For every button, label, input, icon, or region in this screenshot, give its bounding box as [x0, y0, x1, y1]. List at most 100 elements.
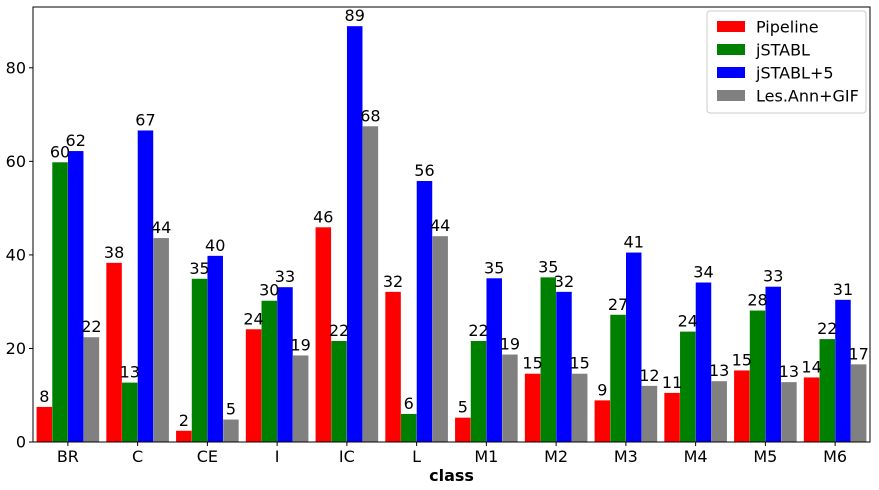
data-labels-layer: 8606222381367442354052430331946228968326…	[39, 6, 869, 430]
bar-m1-2	[486, 278, 502, 442]
bar-ce-3	[223, 419, 239, 442]
data-label: 56	[414, 161, 434, 180]
data-label: 40	[205, 236, 225, 255]
y-tick-label: 0	[16, 433, 26, 452]
data-label: 33	[763, 267, 783, 286]
legend-swatch	[717, 21, 745, 32]
legend-box	[706, 10, 867, 114]
bar-br-0	[36, 406, 53, 442]
legend-label: Pipeline	[756, 18, 819, 37]
bar-l-2	[416, 181, 433, 442]
bar-m4-3	[711, 381, 727, 442]
data-label: 15	[732, 350, 752, 369]
bar-i-0	[245, 329, 262, 442]
data-label: 67	[135, 110, 155, 129]
y-axis: 0 20 40 60 80	[6, 58, 33, 452]
y-tick-label: 20	[6, 339, 26, 358]
bar-ic-2	[346, 26, 363, 443]
bar-i-1	[261, 300, 278, 442]
bars-layer	[36, 26, 867, 443]
bar-m5-3	[781, 382, 797, 442]
data-label: 14	[801, 357, 821, 376]
bar-m1-1	[470, 340, 487, 442]
legend-label: jSTABL+5	[755, 64, 834, 83]
bar-m3-3	[641, 385, 658, 442]
bar-c-0	[106, 262, 122, 442]
bar-br-2	[67, 151, 84, 442]
x-tick-label: M2	[544, 447, 568, 466]
bar-m1-3	[502, 354, 518, 442]
legend-swatch	[717, 67, 745, 78]
data-label: 46	[313, 207, 333, 226]
bar-m6-1	[819, 339, 836, 442]
data-label: 62	[66, 131, 86, 150]
x-tick-label: IC	[339, 447, 355, 466]
x-tick-label: M3	[614, 447, 638, 466]
legend-swatch	[717, 44, 745, 55]
data-label: 44	[430, 216, 450, 235]
data-label: 22	[81, 317, 101, 336]
data-label: 32	[383, 272, 403, 291]
data-label: 41	[624, 233, 644, 252]
data-label: 24	[243, 309, 263, 328]
data-label: 44	[151, 218, 171, 237]
bar-m3-2	[625, 252, 642, 442]
data-label: 60	[50, 142, 70, 161]
bar-ce-2	[207, 255, 223, 442]
bar-l-0	[385, 291, 401, 442]
data-label: 30	[259, 281, 279, 300]
x-tick-label: M6	[823, 447, 847, 466]
y-tick-label: 80	[6, 58, 26, 77]
bar-i-3	[292, 355, 309, 442]
bar-m2-3	[571, 373, 588, 442]
bar-ce-0	[176, 430, 192, 442]
legend-label: Les.Ann+GIF	[756, 87, 859, 106]
bar-ic-1	[331, 340, 347, 442]
data-label: 34	[693, 263, 713, 282]
data-label: 27	[608, 295, 628, 314]
data-label: 22	[468, 321, 488, 340]
bar-m3-1	[610, 314, 626, 442]
x-tick-label: BR	[57, 447, 79, 466]
bar-m2-0	[524, 373, 541, 442]
data-label: 33	[275, 267, 295, 286]
data-label: 28	[747, 291, 767, 310]
data-label: 19	[500, 335, 520, 354]
bar-m4-1	[680, 331, 696, 442]
data-label: 2	[179, 411, 189, 430]
data-label: 15	[570, 354, 590, 373]
bar-ic-3	[362, 126, 379, 443]
data-label: 19	[290, 335, 310, 354]
data-label: 17	[849, 344, 869, 363]
bar-m6-0	[803, 377, 820, 442]
data-label: 35	[538, 257, 558, 276]
y-tick-label: 60	[6, 152, 26, 171]
data-label: 22	[329, 321, 349, 340]
data-label: 5	[226, 400, 236, 419]
y-tick-label: 40	[6, 245, 26, 264]
x-tick-label: M1	[474, 447, 498, 466]
bar-m4-0	[664, 392, 680, 442]
bar-m2-1	[540, 277, 557, 442]
data-label: 24	[678, 312, 698, 331]
x-tick-label: CE	[197, 447, 218, 466]
legend-swatch	[717, 90, 745, 101]
data-label: 13	[120, 363, 140, 382]
bar-i-2	[277, 287, 293, 442]
bar-m4-2	[695, 282, 712, 442]
data-label: 5	[458, 398, 468, 417]
bar-m5-0	[734, 370, 750, 442]
bar-m5-1	[749, 310, 766, 442]
bar-ce-1	[191, 278, 208, 442]
bar-m5-2	[765, 286, 781, 442]
x-axis-title: class	[429, 466, 474, 485]
data-label: 12	[639, 366, 659, 385]
bar-m6-3	[850, 364, 867, 442]
bar-m3-0	[594, 400, 611, 442]
bar-c-1	[122, 382, 138, 442]
x-tick-label: M4	[684, 447, 708, 466]
data-label: 11	[662, 373, 682, 392]
data-label: 13	[709, 361, 729, 380]
data-label: 31	[833, 280, 853, 299]
